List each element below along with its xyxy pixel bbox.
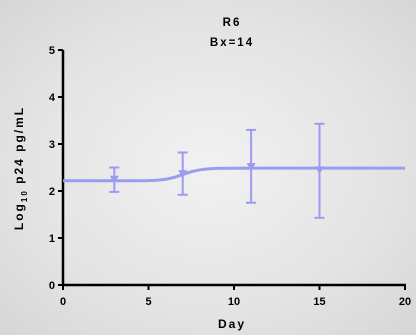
y-axis-label-sub: 10 [20,189,29,202]
fit-line [63,166,405,183]
x-tick-label: 5 [145,296,151,308]
y-tick-label: 5 [49,45,55,57]
chart-title: R6 [223,17,242,29]
x-axis-label: Day [218,317,246,331]
chart-subtitle: Bx=14 [210,37,254,49]
data-point-marker [315,166,324,175]
x-tick-label: 15 [313,296,325,308]
y-tick-label: 2 [49,186,55,198]
y-axis-label: Log10 p24 pg/mL [12,106,29,230]
y-axis-label-rest: p24 pg/mL [12,106,26,189]
data-point-marker [246,163,256,172]
y-axis-label-main: Log [12,202,26,230]
x-tick-label: 10 [228,296,240,308]
y-axis-label-group: Log10 p24 pg/mL [12,106,29,230]
y-tick-label: 3 [49,139,55,151]
x-tick-label: 20 [399,296,411,308]
y-tick-label: 4 [49,92,56,104]
data-point-marker [178,170,188,179]
fit-curve [63,166,405,183]
data-point-marker [109,175,119,184]
y-tick-label: 1 [49,233,55,245]
axes: 0 5 10 15 20 0 1 2 3 4 5 [49,45,411,308]
y-tick-label: 0 [49,280,55,292]
data-points [109,122,325,219]
x-tick-label: 0 [60,296,66,308]
